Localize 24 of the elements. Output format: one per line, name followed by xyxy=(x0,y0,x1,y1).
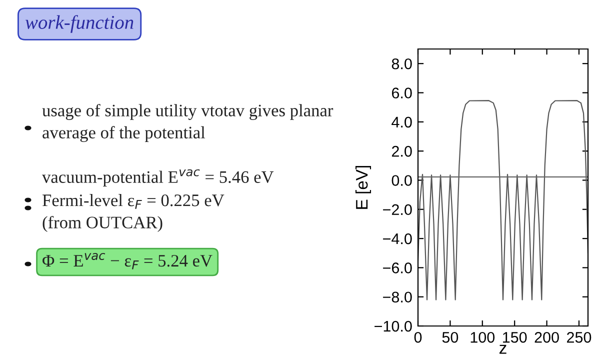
y-tick-label: 0.0 xyxy=(392,175,412,186)
y-tick-label: −2.0 xyxy=(383,204,412,216)
text: usage of simple utility vtotav gives planar average of the potential xyxy=(42,104,334,142)
text: vacuum-potential E$^{vac}$ = 5.46 eV xyxy=(42,169,274,186)
y-axis-title: E [eV] xyxy=(355,166,372,209)
text: work-function xyxy=(25,15,134,33)
x-axis-title: z xyxy=(500,344,506,354)
y-tick-label: −8.0 xyxy=(383,292,412,303)
x-tick-label: 0 xyxy=(414,332,422,343)
text: Fermi-level ε$_{F}$ = 0.225 eV (from OUTCAR) xyxy=(42,194,224,232)
y-tick-label: 8.0 xyxy=(392,58,412,70)
x-tick-label: 100 xyxy=(470,332,495,343)
x-tick-label: 200 xyxy=(534,332,559,343)
y-tick-label: 2.0 xyxy=(392,146,412,157)
x-tick-label: 150 xyxy=(503,332,527,343)
y-tick-label: −10.0 xyxy=(374,320,412,332)
y-tick-label: −4.0 xyxy=(383,233,412,244)
text: Φ = E$^{vac}$ − ε$_{F}$ = 5.24 eV xyxy=(42,253,212,270)
y-tick-label: 6.0 xyxy=(392,88,412,98)
x-tick-label: 50 xyxy=(442,332,458,343)
x-tick-label: 250 xyxy=(567,332,592,343)
y-tick-label: 4.0 xyxy=(392,116,412,128)
y-tick-label: −6.0 xyxy=(383,262,412,274)
line-series xyxy=(418,100,588,300)
